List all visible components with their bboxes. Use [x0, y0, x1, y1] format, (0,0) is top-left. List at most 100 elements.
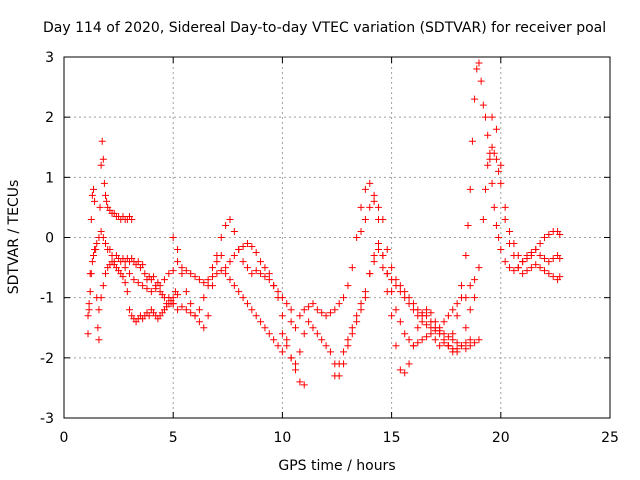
data-point	[396, 282, 404, 290]
data-point	[169, 234, 177, 241]
data-point	[93, 240, 101, 248]
data-point	[527, 252, 535, 260]
data-point	[366, 179, 374, 187]
data-point	[510, 252, 518, 260]
chart-title: Day 114 of 2020, Sidereal Day-to-day VTE…	[43, 20, 606, 36]
data-point	[353, 318, 361, 326]
y-tick-label: 2	[45, 110, 54, 126]
data-point	[292, 324, 300, 332]
data-point	[84, 330, 92, 338]
data-point	[492, 155, 500, 163]
data-point	[217, 267, 225, 275]
data-point	[536, 240, 544, 248]
y-axis-label: SDTVAR / TECUs	[6, 180, 22, 295]
data-point	[545, 230, 553, 238]
data-point	[98, 137, 106, 145]
data-point	[213, 270, 221, 278]
data-point	[287, 306, 295, 314]
data-point	[248, 270, 256, 278]
data-point	[431, 324, 439, 332]
data-point	[431, 336, 439, 344]
data-point	[484, 131, 492, 139]
data-point	[123, 288, 131, 296]
data-point	[506, 227, 514, 235]
data-point	[322, 312, 330, 320]
data-point	[353, 312, 361, 320]
data-point	[482, 113, 490, 121]
data-point	[495, 167, 503, 175]
data-point	[174, 306, 182, 314]
data-point	[86, 288, 94, 296]
data-point	[165, 270, 173, 278]
data-point	[479, 215, 487, 223]
data-point	[261, 273, 269, 281]
data-point	[466, 306, 474, 314]
data-point	[143, 285, 151, 293]
data-point	[134, 258, 142, 266]
data-point	[87, 215, 95, 223]
data-point	[326, 348, 334, 356]
data-point	[488, 143, 496, 151]
data-point	[97, 161, 105, 169]
data-point	[388, 312, 396, 320]
data-point	[466, 185, 474, 193]
data-point	[239, 294, 247, 302]
y-tick-label: -1	[40, 291, 54, 307]
data-point	[405, 336, 413, 344]
data-point	[91, 197, 99, 205]
data-point	[462, 252, 470, 260]
data-point	[401, 369, 409, 377]
data-point	[383, 288, 391, 296]
data-point	[296, 348, 304, 356]
data-point	[444, 312, 452, 320]
data-point	[449, 348, 457, 356]
x-tick-label: 20	[492, 430, 510, 446]
data-point	[401, 288, 409, 296]
data-point	[540, 255, 548, 263]
data-point	[477, 77, 485, 85]
data-point	[344, 342, 352, 350]
data-point	[532, 261, 540, 269]
data-point	[348, 330, 356, 338]
data-point	[392, 342, 400, 350]
y-tick-label: -3	[40, 411, 54, 427]
data-point	[265, 276, 273, 284]
data-point	[235, 288, 243, 296]
data-point	[95, 336, 103, 344]
data-point	[89, 185, 97, 193]
data-point	[471, 95, 479, 103]
data-point	[490, 203, 498, 211]
data-point	[204, 276, 212, 284]
x-tick-label: 25	[601, 430, 619, 446]
data-point	[357, 203, 365, 211]
data-point	[388, 264, 396, 272]
data-point	[283, 342, 291, 350]
data-point	[523, 267, 531, 275]
data-point	[383, 246, 391, 254]
data-point	[527, 264, 535, 272]
data-point	[464, 221, 472, 229]
data-point	[374, 240, 382, 248]
data-point	[466, 282, 474, 290]
data-point	[85, 306, 93, 314]
data-point	[169, 294, 177, 302]
data-point	[488, 113, 496, 121]
data-point	[506, 264, 514, 272]
data-point	[278, 312, 286, 320]
data-point	[274, 288, 282, 296]
data-point	[361, 294, 369, 302]
data-point	[471, 294, 479, 302]
data-point	[274, 342, 282, 350]
data-point	[423, 333, 431, 341]
data-point	[501, 258, 509, 266]
data-points	[84, 59, 564, 389]
data-point	[200, 324, 208, 332]
data-point	[121, 264, 129, 272]
data-point	[405, 360, 413, 368]
data-point	[379, 215, 387, 223]
data-point	[361, 185, 369, 193]
data-point	[87, 270, 95, 278]
x-tick-label: 15	[383, 430, 401, 446]
data-point	[418, 336, 426, 344]
data-point	[414, 324, 422, 332]
